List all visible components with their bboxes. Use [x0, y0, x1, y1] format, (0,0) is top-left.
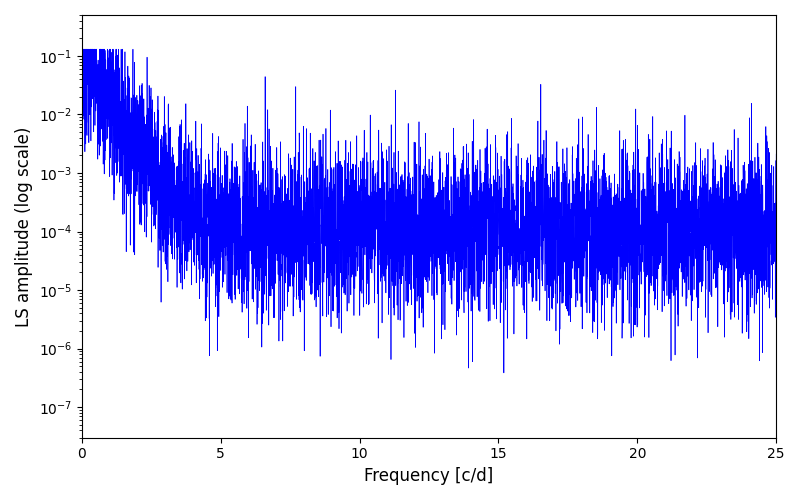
Y-axis label: LS amplitude (log scale): LS amplitude (log scale): [15, 126, 33, 326]
X-axis label: Frequency [c/d]: Frequency [c/d]: [364, 467, 494, 485]
